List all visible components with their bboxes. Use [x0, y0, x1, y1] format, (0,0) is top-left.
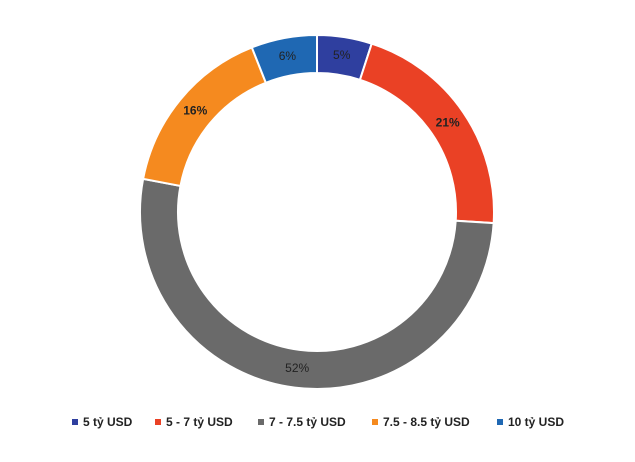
legend-marker — [155, 419, 161, 425]
slice — [358, 42, 495, 225]
data-label: 21% — [436, 115, 460, 129]
legend-label: 5 - 7 tỷ USD — [166, 415, 233, 429]
legend-marker — [497, 419, 503, 425]
legend-marker — [72, 419, 78, 425]
data-label: 16% — [183, 103, 207, 117]
legend-label: 7.5 - 8.5 tỷ USD — [383, 415, 470, 429]
data-label: 6% — [279, 49, 297, 63]
legend-label: 10 tỷ USD — [508, 415, 564, 429]
legend-label: 5 tỷ USD — [83, 415, 133, 429]
data-label: 52% — [285, 361, 309, 375]
data-label: 5% — [333, 48, 351, 62]
legend-marker — [372, 419, 378, 425]
slice — [139, 177, 495, 390]
slice — [250, 33, 318, 85]
legend-label: 7 - 7.5 tỷ USD — [269, 415, 346, 429]
legend-marker — [258, 419, 264, 425]
